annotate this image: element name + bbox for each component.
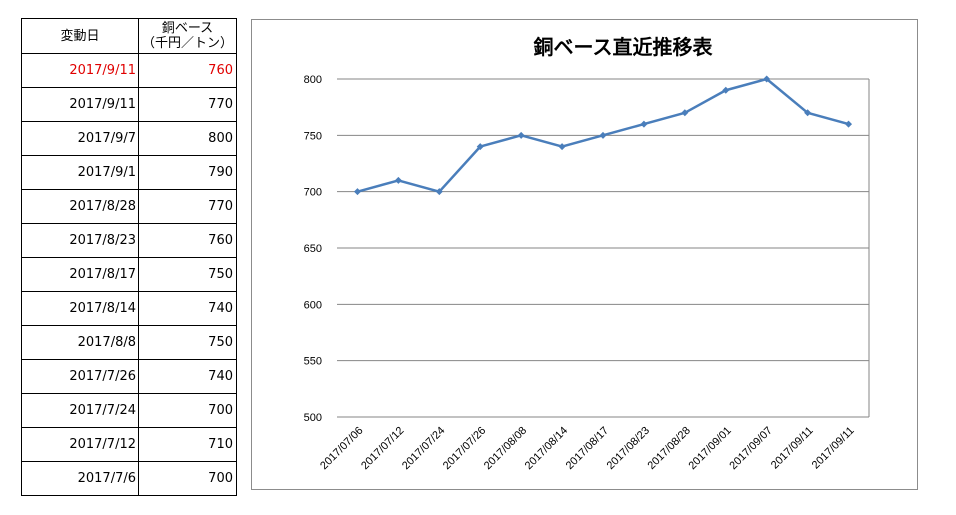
line-chart: 銅ベース直近推移表 500 550 600 650 700 750 800 2017/07/06… <box>304 35 870 472</box>
header-date: 変動日 <box>21 18 139 54</box>
table-row: 2017/8/14 740 <box>21 291 237 326</box>
table-row: 2017/9/11 770 <box>21 87 237 122</box>
row-value: 770 <box>138 87 237 122</box>
table-row: 2017/8/28 770 <box>21 189 237 224</box>
table-row: 2017/9/7 800 <box>21 121 237 156</box>
table-row: 2017/7/24 700 <box>21 393 237 428</box>
row-value: 760 <box>138 53 237 88</box>
table-row: 2017/7/26 740 <box>21 359 237 394</box>
x-tick-label: 2017/09/07 <box>727 425 774 472</box>
y-tick-label: 550 <box>304 356 322 368</box>
table-row: 2017/7/12 710 <box>21 427 237 462</box>
table-header-row: 変動日 銅ベース （千円／トン） <box>21 18 237 54</box>
header-value-line2: （千円／トン） <box>141 36 233 51</box>
table-row: 2017/9/1 790 <box>21 155 237 190</box>
row-date: 2017/8/28 <box>21 189 139 224</box>
row-date: 2017/7/12 <box>21 427 139 462</box>
x-tick-label: 2017/08/17 <box>564 425 611 472</box>
data-point <box>353 188 361 196</box>
x-tick-label: 2017/09/01 <box>686 425 733 472</box>
row-value: 740 <box>138 291 237 326</box>
data-point <box>804 109 812 117</box>
row-value: 700 <box>138 461 237 496</box>
x-tick-label: 2017/08/14 <box>523 425 570 472</box>
data-point <box>640 120 648 128</box>
chart-frame: 銅ベース直近推移表 500 550 600 650 700 750 800 2017/07/06… <box>251 19 918 490</box>
row-value: 800 <box>138 121 237 156</box>
x-tick-label: 2017/07/12 <box>359 425 406 472</box>
table-row: 2017/8/17 750 <box>21 257 237 292</box>
row-value: 710 <box>138 427 237 462</box>
table-row: 2017/7/6 700 <box>21 461 237 496</box>
row-date: 2017/9/7 <box>21 121 139 156</box>
price-table: 変動日 銅ベース （千円／トン） 2017/9/11 760 2017/9/11 77… <box>21 18 237 496</box>
row-date: 2017/8/8 <box>21 325 139 360</box>
data-point <box>558 143 566 151</box>
row-value: 750 <box>138 257 237 292</box>
row-value: 790 <box>138 155 237 190</box>
y-tick-label: 750 <box>304 130 322 142</box>
row-value: 750 <box>138 325 237 360</box>
row-date: 2017/7/24 <box>21 393 139 428</box>
table-row: 2017/8/8 750 <box>21 325 237 360</box>
table-row: 2017/8/23 760 <box>21 223 237 258</box>
x-tick-label: 2017/07/24 <box>400 425 447 472</box>
x-tick-label: 2017/08/08 <box>482 425 529 472</box>
x-tick-label: 2017/07/26 <box>441 425 488 472</box>
row-date: 2017/8/23 <box>21 223 139 258</box>
table-body: 2017/9/11 760 2017/9/11 770 2017/9/7 800 2017/… <box>21 53 237 496</box>
y-tick-label: 800 <box>304 74 322 86</box>
header-value-line1: 銅ベース <box>161 21 214 36</box>
y-tick-label: 700 <box>304 187 322 199</box>
x-tick-label: 2017/08/23 <box>605 425 652 472</box>
chart-title: 銅ベース直近推移表 <box>534 35 714 59</box>
data-point <box>763 75 771 83</box>
row-date: 2017/9/11 <box>21 87 139 122</box>
x-tick-label: 2017/09/11 <box>769 425 816 472</box>
row-date: 2017/7/26 <box>21 359 139 394</box>
row-value: 760 <box>138 223 237 258</box>
y-tick-label: 600 <box>304 299 322 311</box>
x-tick-label: 2017/08/28 <box>646 425 693 472</box>
row-date: 2017/8/14 <box>21 291 139 326</box>
data-point <box>845 120 853 128</box>
y-tick-label: 500 <box>304 412 322 424</box>
data-point <box>722 86 730 94</box>
table-row: 2017/9/11 760 <box>21 53 237 88</box>
row-date: 2017/9/11 <box>21 53 139 88</box>
data-point <box>435 188 443 196</box>
row-value: 770 <box>138 189 237 224</box>
x-tick-label: 2017/09/11 <box>810 425 857 472</box>
data-point <box>476 143 484 151</box>
row-date: 2017/8/17 <box>21 257 139 292</box>
row-date: 2017/7/6 <box>21 461 139 496</box>
data-point <box>681 109 689 117</box>
header-value: 銅ベース （千円／トン） <box>138 18 237 54</box>
row-date: 2017/9/1 <box>21 155 139 190</box>
row-value: 700 <box>138 393 237 428</box>
row-value: 740 <box>138 359 237 394</box>
data-point <box>394 176 402 184</box>
data-point <box>599 131 607 139</box>
y-tick-label: 650 <box>304 243 322 255</box>
x-tick-label: 2017/07/06 <box>318 425 365 472</box>
data-point <box>517 131 525 139</box>
